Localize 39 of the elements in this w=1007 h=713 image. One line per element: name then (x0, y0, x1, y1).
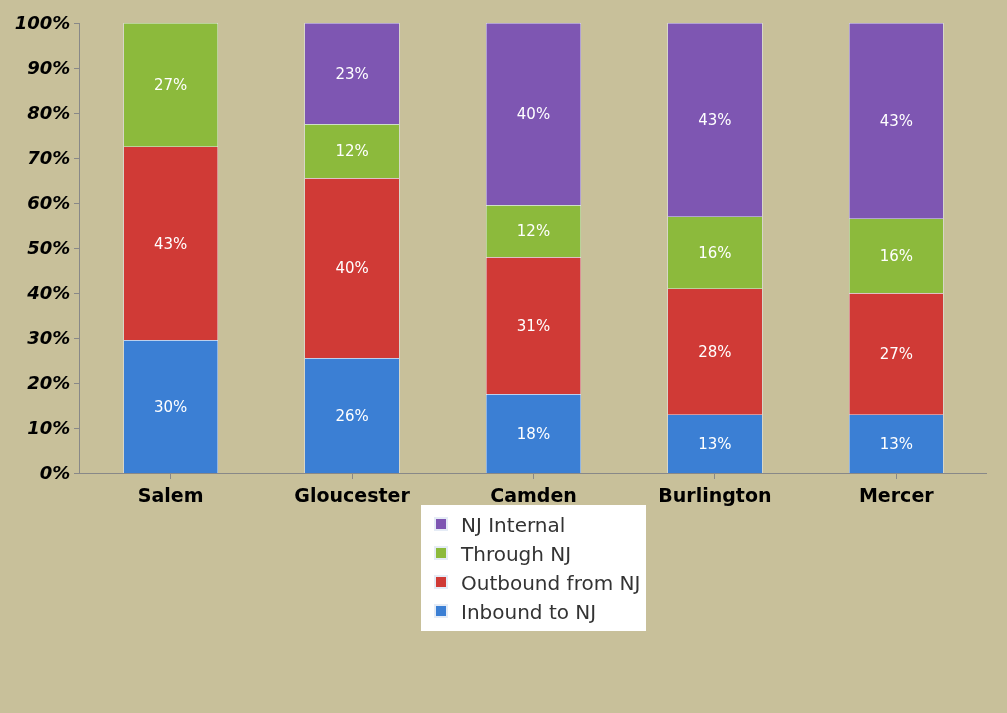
data-label: 27% (154, 75, 188, 94)
legend-label: NJ Internal (461, 512, 566, 537)
data-label: 13% (698, 434, 732, 453)
y-tick-label: 80% (27, 102, 71, 124)
data-label: 31% (516, 316, 551, 335)
data-label: 16% (879, 246, 913, 265)
y-tick-label: 40% (26, 282, 71, 304)
legend-label: Inbound to NJ (461, 599, 597, 624)
y-tick-label: 50% (27, 237, 71, 259)
y-tick-label: 10% (27, 417, 71, 439)
data-label: 13% (879, 434, 913, 453)
data-label: 27% (879, 344, 913, 363)
data-label: 30% (154, 397, 188, 416)
y-tick-label: 100% (14, 12, 71, 34)
data-label: 16% (698, 243, 732, 262)
y-tick-label: 20% (27, 372, 71, 394)
data-label: 18% (516, 424, 551, 443)
data-label: 28% (698, 342, 732, 361)
x-tick-label: Burlington (658, 483, 772, 506)
data-label: 43% (879, 111, 913, 130)
x-tick-label: Salem (137, 483, 204, 506)
y-tick-label: 90% (27, 57, 71, 79)
y-tick-label: 60% (27, 192, 71, 214)
data-label: 12% (516, 222, 551, 241)
data-label: 40% (516, 105, 551, 124)
data-label: 43% (698, 110, 732, 129)
x-tick-label: Gloucester (294, 483, 411, 506)
data-label: 40% (335, 259, 369, 278)
data-label: 43% (154, 234, 188, 253)
data-label: 26% (335, 406, 369, 425)
legend-label: Outbound from NJ (461, 570, 641, 595)
y-tick-label: 70% (27, 147, 71, 169)
y-tick-label: 0% (39, 462, 71, 484)
y-tick-label: 30% (27, 327, 71, 349)
legend-label: Through NJ (460, 541, 572, 566)
data-label: 12% (335, 142, 369, 161)
x-tick-label: Camden (490, 483, 577, 506)
x-tick-label: Mercer (858, 483, 935, 506)
data-label: 23% (335, 64, 369, 83)
